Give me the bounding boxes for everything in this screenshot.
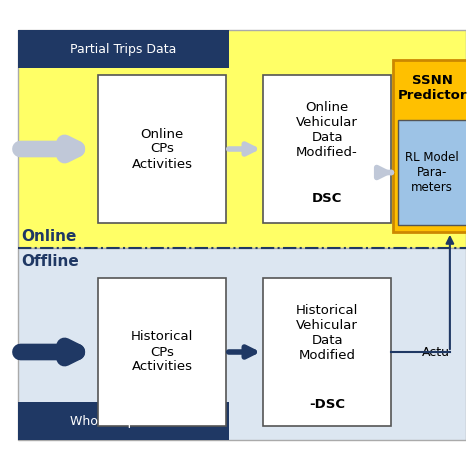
- Bar: [263, 75, 391, 223]
- Bar: [18, 248, 465, 440]
- Bar: [18, 30, 229, 68]
- Bar: [263, 278, 391, 426]
- Text: Online
Vehicular
Data
Modified-: Online Vehicular Data Modified-: [296, 101, 358, 159]
- Text: Actu: Actu: [422, 346, 450, 358]
- Text: Online: Online: [22, 228, 77, 244]
- Text: RL Model
Para-
meters: RL Model Para- meters: [405, 151, 459, 194]
- Text: Offline: Offline: [22, 255, 79, 270]
- Text: Historical
Vehicular
Data
Modified: Historical Vehicular Data Modified: [296, 304, 358, 362]
- Text: -DSC: -DSC: [309, 398, 345, 410]
- Text: DSC: DSC: [312, 191, 342, 204]
- Text: SSNN
Predictor: SSNN Predictor: [398, 74, 467, 102]
- Text: Online
CPs
Activities: Online CPs Activities: [132, 128, 192, 171]
- Bar: [98, 75, 226, 223]
- Text: Partial Trips Data: Partial Trips Data: [70, 43, 176, 55]
- Bar: [98, 278, 226, 426]
- Bar: [18, 30, 465, 248]
- Bar: [393, 60, 472, 232]
- Bar: [18, 402, 229, 440]
- Bar: [398, 120, 466, 225]
- Text: Whole Trips Data: Whole Trips Data: [70, 414, 176, 428]
- Text: Historical
CPs
Activities: Historical CPs Activities: [131, 330, 193, 374]
